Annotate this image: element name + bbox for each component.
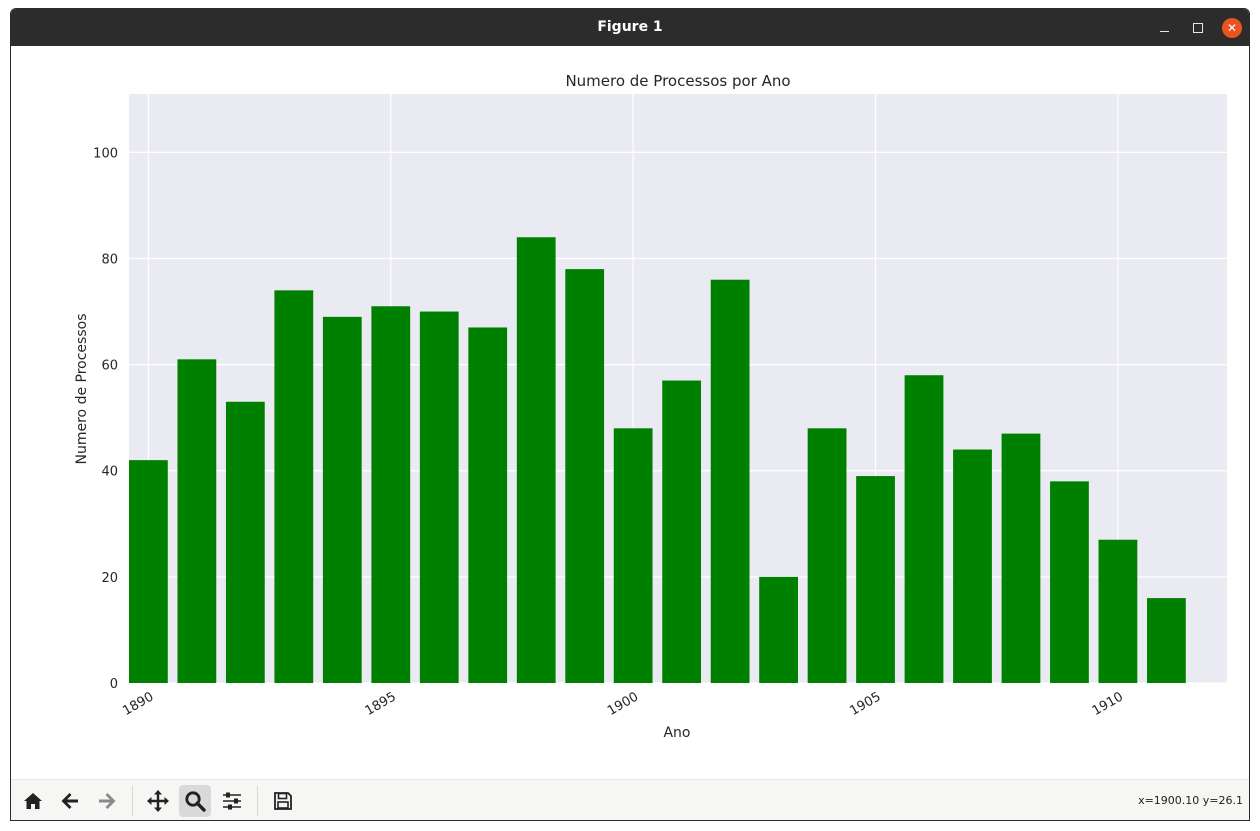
bar bbox=[177, 359, 217, 683]
pan-icon bbox=[147, 790, 169, 812]
bar bbox=[1098, 539, 1138, 683]
minimize-button[interactable] bbox=[1154, 18, 1174, 38]
y-tick-label: 60 bbox=[101, 359, 118, 374]
y-tick-label: 80 bbox=[101, 252, 118, 267]
bar bbox=[129, 460, 168, 683]
bar bbox=[419, 311, 459, 683]
home-icon bbox=[24, 793, 42, 809]
zoom-icon bbox=[185, 791, 206, 812]
toolbar-separator bbox=[257, 786, 258, 816]
bars bbox=[129, 237, 1186, 683]
y-axis-label: Numero de Processos bbox=[74, 314, 90, 465]
y-tick-label: 0 bbox=[110, 677, 118, 692]
bar bbox=[225, 401, 265, 683]
minimize-icon bbox=[1159, 30, 1169, 32]
x-tick-label: 1890 bbox=[120, 689, 156, 719]
y-tick-label: 20 bbox=[101, 571, 118, 586]
toolbar-separator bbox=[132, 786, 133, 816]
home-button[interactable] bbox=[17, 785, 49, 817]
bar bbox=[613, 428, 653, 683]
bar bbox=[710, 279, 750, 683]
bar bbox=[856, 476, 895, 683]
back-button[interactable] bbox=[54, 785, 86, 817]
plot-area[interactable]: 0 20 40 60 80 100 1890 1895 1900 1905 1910 Numero… bbox=[11, 46, 1249, 779]
bar bbox=[565, 269, 605, 683]
save-icon bbox=[274, 792, 292, 810]
bar bbox=[807, 428, 847, 683]
pan-button[interactable] bbox=[142, 785, 174, 817]
forward-button[interactable] bbox=[91, 785, 123, 817]
configure-subplots-icon bbox=[223, 792, 241, 810]
forward-arrow-icon bbox=[99, 793, 116, 809]
y-tick-labels: 0 20 40 60 80 100 bbox=[93, 146, 118, 692]
bar bbox=[1050, 481, 1089, 683]
title-bar: Figure 1 ✕ bbox=[11, 9, 1249, 46]
close-icon: ✕ bbox=[1226, 21, 1238, 35]
back-arrow-icon bbox=[61, 793, 78, 809]
maximize-button[interactable] bbox=[1188, 18, 1208, 38]
bar bbox=[322, 316, 362, 683]
bar bbox=[1147, 598, 1186, 683]
x-tick-label: 1910 bbox=[1090, 689, 1126, 719]
bar bbox=[904, 375, 944, 683]
chart-title: Numero de Processos por Ano bbox=[565, 72, 790, 90]
save-button[interactable] bbox=[267, 785, 299, 817]
x-tick-labels: 1890 1895 1900 1905 1910 bbox=[120, 689, 1126, 719]
configure-subplots-button[interactable] bbox=[216, 785, 248, 817]
bar bbox=[468, 327, 508, 683]
bar bbox=[516, 237, 556, 683]
y-tick-label: 100 bbox=[93, 146, 118, 161]
window-title: Figure 1 bbox=[597, 19, 663, 35]
x-axis-label: Ano bbox=[663, 725, 690, 741]
bar bbox=[662, 380, 702, 683]
zoom-button[interactable] bbox=[179, 785, 211, 817]
bar bbox=[274, 290, 314, 683]
x-tick-label: 1895 bbox=[363, 689, 399, 719]
x-tick-label: 1900 bbox=[605, 689, 641, 719]
y-tick-label: 40 bbox=[101, 465, 118, 480]
bar bbox=[953, 449, 992, 683]
navigation-toolbar: x=1900.10 y=26.1 bbox=[11, 779, 1249, 820]
bar bbox=[759, 576, 798, 683]
bar bbox=[1001, 433, 1041, 683]
bar bbox=[371, 306, 411, 683]
maximize-icon bbox=[1193, 23, 1203, 33]
x-tick-label: 1905 bbox=[847, 689, 883, 719]
figure-window: Figure 1 ✕ 0 20 40 60 80 100 1890 1895 1900 1905… bbox=[10, 8, 1250, 821]
bar-chart: 0 20 40 60 80 100 1890 1895 1900 1905 1910 Numero… bbox=[74, 72, 1227, 741]
cursor-coordinates: x=1900.10 y=26.1 bbox=[1138, 794, 1243, 807]
close-button[interactable]: ✕ bbox=[1222, 18, 1242, 38]
